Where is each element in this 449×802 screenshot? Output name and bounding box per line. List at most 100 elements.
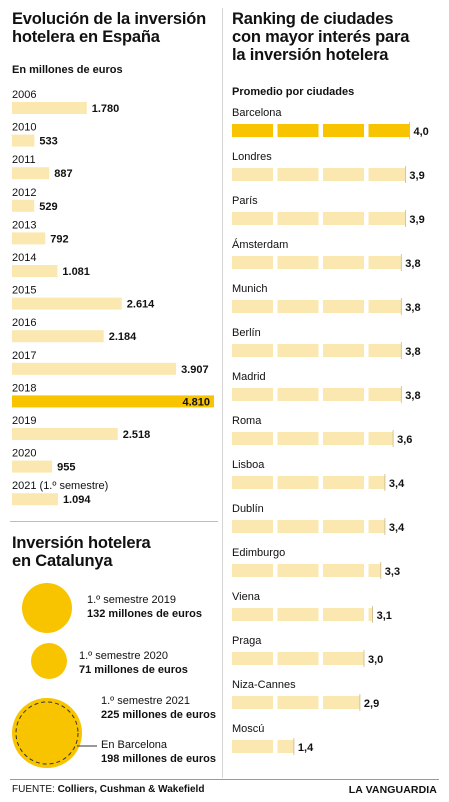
catalonia-period-2020: 1.º semestre 2020 <box>79 650 168 662</box>
circle-2021 <box>12 698 82 768</box>
ranking-value-label: 3,4 <box>389 478 405 490</box>
ranking-city-label: París <box>232 195 258 207</box>
spain-value-label: 2.518 <box>123 429 151 441</box>
ranking-bar-segment <box>368 168 406 181</box>
spain-year-label: 2015 <box>12 285 36 297</box>
spain-year-label: 2013 <box>12 219 36 231</box>
ranking-bar-segment <box>277 388 319 401</box>
ranking-bar-segment <box>323 388 364 401</box>
barcelona-label: En Barcelona <box>101 739 168 751</box>
ranking-value-label: 3,4 <box>389 522 405 534</box>
catalonia-period-2019: 1.º semestre 2019 <box>87 594 176 606</box>
spain-year-label: 2011 <box>12 154 36 166</box>
ranking-bar-segment <box>368 564 381 577</box>
spain-bar <box>12 428 118 440</box>
ranking-bar-segment <box>232 476 273 489</box>
catalonia-bubble-chart: 1.º semestre 2019 132 millones de euros … <box>12 583 216 768</box>
spain-year-label: 2010 <box>12 122 36 134</box>
ranking-city-label: Ámsterdam <box>232 238 288 251</box>
ranking-bar-segment <box>232 608 273 621</box>
ranking-bar-segment <box>323 124 364 137</box>
ranking-city-label: Lisboa <box>232 459 265 471</box>
ranking-bar-segment <box>323 696 360 709</box>
left-separator <box>10 521 218 522</box>
ranking-bar-segment <box>368 476 385 489</box>
circle-barcelona-outline <box>15 701 79 765</box>
spain-value-label: 955 <box>57 462 75 474</box>
spain-bar <box>12 395 214 408</box>
spain-value-label: 2.184 <box>109 331 137 343</box>
source-label: FUENTE: <box>12 784 55 795</box>
spain-year-label: 2019 <box>12 415 36 427</box>
circle-2020 <box>31 643 67 679</box>
ranking-bar-segment <box>368 300 402 313</box>
spain-year-label: 2017 <box>12 350 36 362</box>
spain-value-label: 1.081 <box>62 266 90 278</box>
ranking-bar-segment <box>232 256 273 269</box>
ranking-bar-chart: Barcelona 4,0 Londres 3,9 París 3,9 Ámsterdam 3… <box>232 107 429 755</box>
spain-title-line1: Evolución de la inversión <box>12 10 206 28</box>
spain-year-label: 2012 <box>12 187 36 199</box>
publication-logo: LA VANGUARDIA <box>348 784 437 796</box>
ranking-bar-segment <box>232 168 273 181</box>
spain-title-line2: hotelera en España <box>12 28 160 46</box>
spain-year-label: 2014 <box>12 252 36 264</box>
ranking-bar-segment <box>277 432 319 445</box>
ranking-bar-segment <box>277 256 319 269</box>
spain-value-label: 1.780 <box>92 103 120 115</box>
ranking-bar-segment <box>368 432 394 445</box>
spain-bar <box>12 362 177 375</box>
ranking-city-label: Londres <box>232 151 272 163</box>
ranking-city-label: Barcelona <box>232 107 282 119</box>
catalonia-amount-2020: 71 millones de euros <box>79 664 188 676</box>
ranking-city-label: Berlín <box>232 327 261 339</box>
ranking-bar-segment <box>277 344 319 357</box>
ranking-value-label: 3,8 <box>405 346 420 358</box>
ranking-bar-segment <box>232 564 273 577</box>
ranking-bar-segment <box>277 740 294 753</box>
spain-bar <box>12 493 58 506</box>
spain-bar <box>12 460 53 473</box>
ranking-bar-segment <box>368 344 402 357</box>
spain-value-label: 2.614 <box>127 299 155 311</box>
ranking-value-label: 4,0 <box>414 126 429 138</box>
spain-year-label: 2018 <box>12 382 36 394</box>
ranking-bar-segment <box>232 520 273 533</box>
ranking-bar-segment <box>323 564 364 577</box>
ranking-value-label: 3,9 <box>409 214 424 226</box>
spain-value-label: 4.810 <box>182 396 210 408</box>
spain-bar <box>12 265 58 277</box>
ranking-city-label: Moscú <box>232 723 264 735</box>
ranking-bar-segment <box>323 476 364 489</box>
spain-bar <box>12 297 122 310</box>
spain-bar <box>12 232 46 245</box>
ranking-city-label: Edimburgo <box>232 547 285 559</box>
ranking-subtitle: Promedio por ciudades <box>232 86 355 98</box>
spain-year-label: 2016 <box>12 317 36 329</box>
ranking-bar-segment <box>323 432 364 445</box>
ranking-bar-segment <box>368 608 373 621</box>
spain-value-label: 533 <box>39 136 57 148</box>
catalonia-period-2021: 1.º semestre 2021 <box>101 695 190 707</box>
ranking-bar-segment <box>232 300 273 313</box>
barcelona-amount: 198 millones de euros <box>101 753 216 765</box>
spain-bar <box>12 102 87 114</box>
ranking-title-line3: la inversión hotelera <box>232 46 389 64</box>
ranking-value-label: 3,8 <box>405 390 420 402</box>
column-divider <box>222 8 223 778</box>
spain-bar <box>12 330 104 343</box>
ranking-city-label: Viena <box>232 591 261 603</box>
ranking-bar-segment <box>323 168 364 181</box>
ranking-city-label: Munich <box>232 283 267 295</box>
ranking-bar-segment <box>323 212 364 225</box>
circle-2019 <box>22 583 72 633</box>
ranking-value-label: 3,6 <box>397 434 412 446</box>
catalonia-amount-2021: 225 millones de euros <box>101 709 216 721</box>
ranking-bar-segment <box>368 124 410 137</box>
ranking-bar-segment <box>277 608 319 621</box>
ranking-bar-segment <box>323 344 364 357</box>
ranking-bar-segment <box>323 256 364 269</box>
ranking-bar-segment <box>277 652 319 665</box>
ranking-city-label: Dublín <box>232 503 264 515</box>
